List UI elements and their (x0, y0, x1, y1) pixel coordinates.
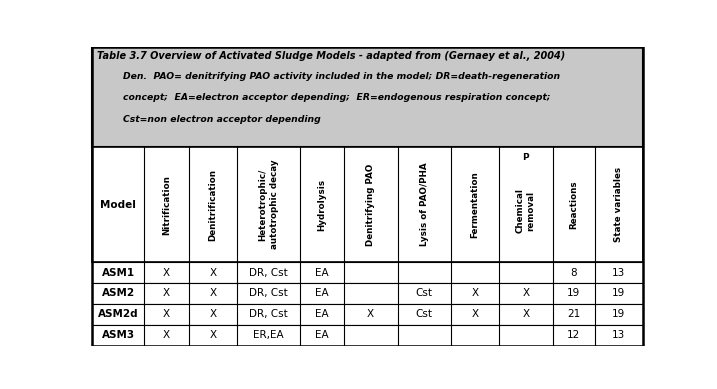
Text: Lysis of PAO/PHA: Lysis of PAO/PHA (420, 163, 429, 247)
Text: Cst=non electron acceptor depending: Cst=non electron acceptor depending (97, 115, 320, 124)
Text: 13: 13 (612, 268, 625, 277)
Text: X: X (367, 309, 374, 319)
Text: P: P (523, 152, 529, 161)
Text: X: X (163, 268, 170, 277)
Text: ER,EA: ER,EA (253, 330, 284, 340)
Text: X: X (163, 288, 170, 298)
Text: Nitrification: Nitrification (162, 175, 171, 235)
Text: X: X (522, 288, 529, 298)
Text: 13: 13 (612, 330, 625, 340)
Text: 19: 19 (612, 288, 625, 298)
Text: X: X (522, 309, 529, 319)
Text: Table 3.7 Overview of Activated Sludge Models - adapted from (Gernaey et al., 20: Table 3.7 Overview of Activated Sludge M… (97, 51, 565, 61)
Text: EA: EA (315, 330, 329, 340)
Text: 19: 19 (612, 309, 625, 319)
Text: Chemical
removal: Chemical removal (516, 188, 536, 233)
Text: DR, Cst: DR, Cst (250, 309, 288, 319)
Text: Model: Model (100, 200, 136, 210)
Text: Cst: Cst (416, 288, 433, 298)
Text: X: X (209, 288, 217, 298)
Text: EA: EA (315, 268, 329, 277)
Text: EA: EA (315, 288, 329, 298)
Text: Den.  PAO= denitrifying PAO activity included in the model; DR=death-regeneratio: Den. PAO= denitrifying PAO activity incl… (97, 72, 560, 81)
Text: ASM2: ASM2 (102, 288, 135, 298)
Text: X: X (472, 309, 479, 319)
Text: 12: 12 (567, 330, 580, 340)
Text: ASM2d: ASM2d (98, 309, 138, 319)
Text: 19: 19 (567, 288, 580, 298)
Text: DR, Cst: DR, Cst (250, 268, 288, 277)
Bar (92, 304, 642, 325)
Bar (92, 262, 642, 283)
Text: X: X (209, 330, 217, 340)
Text: 21: 21 (567, 309, 580, 319)
Text: X: X (472, 288, 479, 298)
Text: X: X (163, 330, 170, 340)
Text: Denitrifying PAO: Denitrifying PAO (366, 163, 375, 246)
Text: Cst: Cst (416, 309, 433, 319)
Text: Hydrolysis: Hydrolysis (318, 179, 326, 231)
Text: DR, Cst: DR, Cst (250, 288, 288, 298)
Text: X: X (163, 309, 170, 319)
Text: Denitrification: Denitrification (209, 169, 218, 241)
Bar (92, 283, 642, 304)
Text: Fermentation: Fermentation (470, 171, 480, 238)
Text: EA: EA (315, 309, 329, 319)
Text: X: X (209, 268, 217, 277)
Bar (92, 47, 642, 147)
Bar (92, 147, 642, 262)
Text: Reactions: Reactions (569, 180, 578, 229)
Text: X: X (209, 309, 217, 319)
Text: ASM1: ASM1 (102, 268, 135, 277)
Text: Heterotrophic/
autotrophic decay: Heterotrophic/ autotrophic decay (259, 160, 279, 249)
Text: ASM3: ASM3 (102, 330, 135, 340)
Text: State variables: State variables (614, 167, 623, 242)
Text: concept;  EA=electron acceptor depending;  ER=endogenous respiration concept;: concept; EA=electron acceptor depending;… (97, 93, 551, 102)
Text: 8: 8 (570, 268, 577, 277)
Bar (92, 325, 642, 345)
